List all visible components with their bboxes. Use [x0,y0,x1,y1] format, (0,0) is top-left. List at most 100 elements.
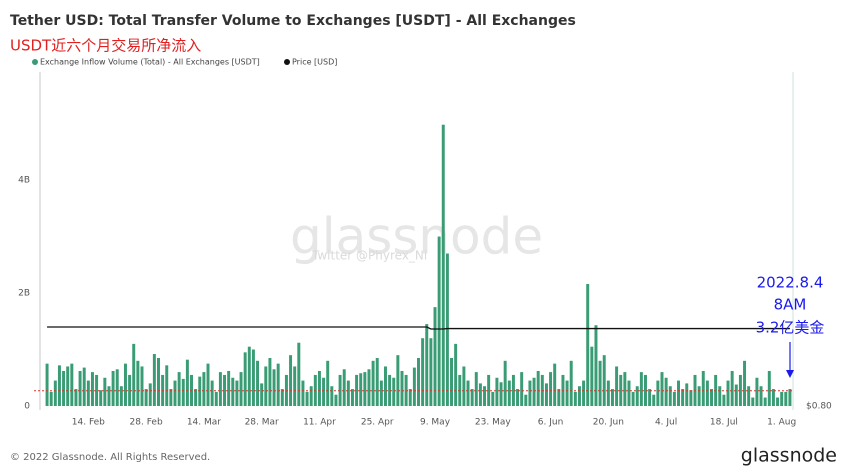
bar [375,357,379,406]
bar [74,389,78,406]
bar [450,357,454,406]
bar [524,394,528,406]
bar [437,236,441,406]
bar [218,372,222,406]
bar [223,374,227,406]
bar [359,373,363,406]
bar [396,355,400,406]
bar [689,390,693,406]
bar [367,369,371,406]
bar [317,370,321,406]
chart-title: Tether USD: Total Transfer Volume to Exc… [10,13,576,29]
bar [755,377,759,406]
x-tick-label: 20. Jun [593,418,624,428]
bar [594,325,598,406]
y-tick-label: 0 [24,402,30,412]
annotation-arrowhead [786,370,794,378]
bar [483,386,487,406]
bar [388,374,392,406]
bar [487,374,491,406]
bar [759,386,763,406]
bar [90,372,94,406]
bar [586,283,590,406]
bar [260,383,264,406]
bar [544,383,548,406]
bar [66,366,70,406]
bar [582,380,586,406]
legend-label: Price [USD] [292,58,337,67]
legend-label: Exchange Inflow Volume (Total) - All Exc… [40,58,260,67]
bar [115,369,119,406]
bar [425,324,429,406]
bar [474,372,478,406]
bar [82,367,86,406]
bar [441,124,445,406]
bar [202,372,206,406]
bar [573,391,577,406]
bar [615,366,619,406]
bar [301,380,305,406]
bar [602,355,606,406]
bar [62,370,66,406]
bar [289,355,293,406]
bar [590,346,594,406]
bar [553,363,557,406]
bar [379,380,383,406]
x-tick-label: 9. May [420,418,451,428]
bar [499,382,503,406]
bar [417,357,420,406]
bar [503,360,507,406]
bar [169,389,173,406]
bar [577,386,581,406]
bar [144,389,148,406]
bar [627,380,631,406]
annotation: 2022.8.4 [757,274,824,292]
bar [776,397,780,406]
x-tick-label: 23. May [475,418,511,428]
chart-subtitle: USDT近六个月交易所净流入 [10,37,201,55]
bar [677,380,680,406]
bar [619,374,623,406]
bar [293,366,297,406]
bar [718,386,722,406]
bar [635,386,639,406]
bar [132,343,136,406]
bar [268,357,272,406]
y-tick-label: 2B [18,289,30,299]
bar [644,374,647,406]
bar [738,374,742,406]
bar [433,307,437,406]
brand: glassnode [741,445,837,467]
bar [297,342,301,406]
bar [326,360,330,406]
bar [462,366,466,406]
bar [726,380,730,406]
bar [57,365,61,406]
bar [520,372,524,406]
bar [660,372,664,406]
bar [157,357,160,406]
bar [478,383,482,406]
bar [119,386,123,406]
x-tick-label: 4. Jul [655,418,677,428]
bar [95,374,99,406]
bar [421,338,425,406]
bar [536,370,540,406]
bar [243,352,247,406]
bar [454,343,458,406]
copyright: © 2022 Glassnode. All Rights Reserved. [10,452,210,463]
bar [210,380,214,406]
bar [231,377,235,406]
bar [491,391,495,406]
bar [780,391,784,406]
bar [177,372,181,406]
watermark: glassnode [290,208,543,266]
bar [239,372,243,406]
bar [103,377,107,406]
bar [495,377,499,406]
bar [445,253,449,406]
bar [107,386,111,406]
x-tick-label: 14. Feb [72,418,105,428]
legend-marker [284,59,290,65]
bar [280,389,284,406]
